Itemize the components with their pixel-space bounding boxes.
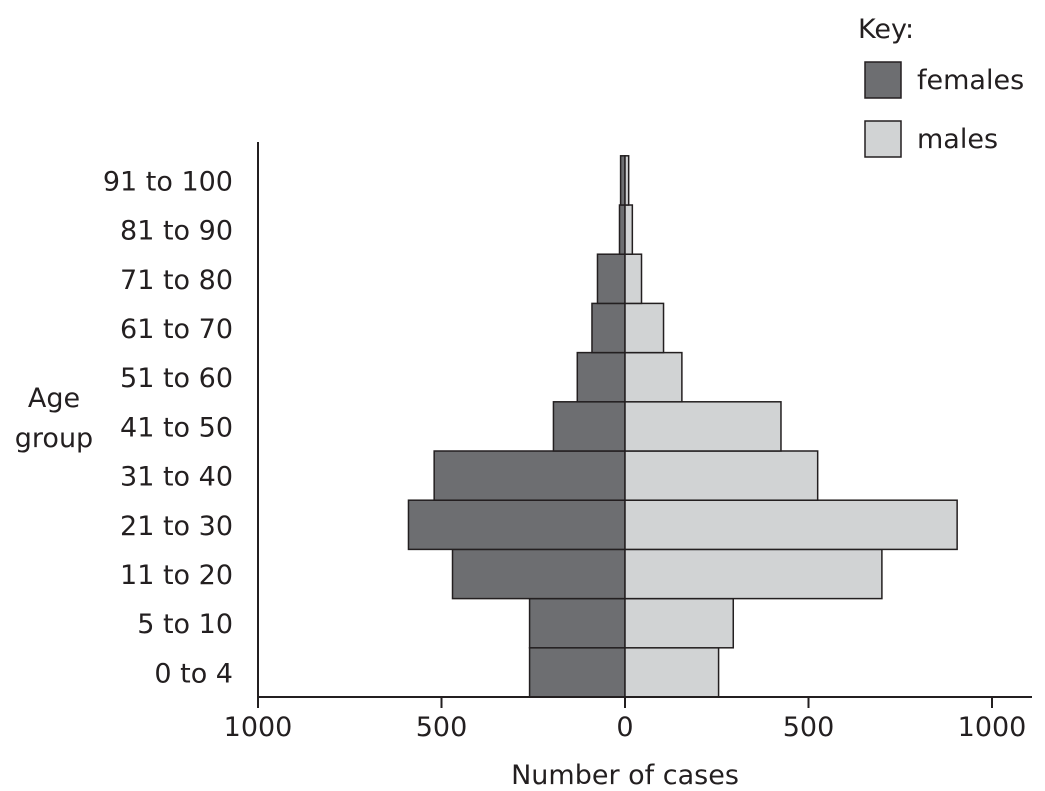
category-label: 91 to 100 (103, 166, 233, 197)
bar-males-11-to-20 (624, 548, 883, 600)
category-label: 51 to 60 (120, 363, 233, 394)
bar-males-51-to-60 (624, 351, 683, 403)
category-labels-group: 0 to 4 5 to 10 11 to 20 21 to 30 31 to 40 41 … (103, 166, 233, 689)
bar-males-31-to-40 (624, 450, 819, 501)
legend-label-females: females (917, 65, 1024, 96)
x-ticks-group: 1000 500 0 500 1000 (224, 697, 1027, 743)
category-label: 11 to 20 (120, 560, 233, 591)
bar-males-0-to-4 (624, 647, 720, 698)
legend-title: Key: (858, 14, 914, 45)
legend: Key: females males (858, 14, 1024, 158)
category-label: 81 to 90 (120, 216, 233, 247)
legend-swatch-males (864, 120, 902, 158)
bar-females-61-to-70 (591, 302, 626, 354)
bar-males-61-to-70 (624, 302, 665, 354)
bar-males-81-to-90 (624, 204, 634, 255)
y-axis-title-line2: group (15, 423, 93, 454)
bars-group (407, 155, 958, 698)
bar-females-5-to-10 (528, 597, 626, 649)
x-tick-label: 1000 (958, 712, 1027, 743)
bar-females-0-to-4 (528, 647, 626, 698)
category-label: 5 to 10 (137, 609, 233, 640)
x-axis-title: Number of cases (511, 760, 739, 791)
bar-females-41-to-50 (552, 401, 626, 452)
category-label: 0 to 4 (154, 658, 233, 689)
bar-females-31-to-40 (433, 450, 626, 501)
category-label: 41 to 50 (120, 412, 233, 443)
legend-label-males: males (917, 124, 998, 155)
bar-males-41-to-50 (624, 401, 782, 452)
category-label: 21 to 30 (120, 511, 233, 542)
bar-females-21-to-30 (407, 499, 626, 551)
bar-males-21-to-30 (624, 499, 958, 551)
bar-females-81-to-90 (618, 204, 626, 255)
bar-males-71-to-80 (624, 253, 643, 305)
category-label: 61 to 70 (120, 314, 233, 345)
bar-females-51-to-60 (576, 351, 626, 403)
bar-males-91-to-100 (624, 155, 630, 206)
x-tick-label: 0 (616, 712, 633, 743)
category-label: 71 to 80 (120, 265, 233, 296)
bar-males-5-to-10 (624, 597, 735, 649)
y-axis-title-line1: Age (28, 383, 80, 414)
bar-females-71-to-80 (596, 253, 626, 305)
bar-females-11-to-20 (451, 548, 626, 600)
x-tick-label: 500 (416, 712, 468, 743)
x-tick-label: 1000 (224, 712, 293, 743)
legend-swatch-females (864, 61, 902, 99)
x-tick-label: 500 (783, 712, 835, 743)
category-label: 31 to 40 (120, 462, 233, 493)
